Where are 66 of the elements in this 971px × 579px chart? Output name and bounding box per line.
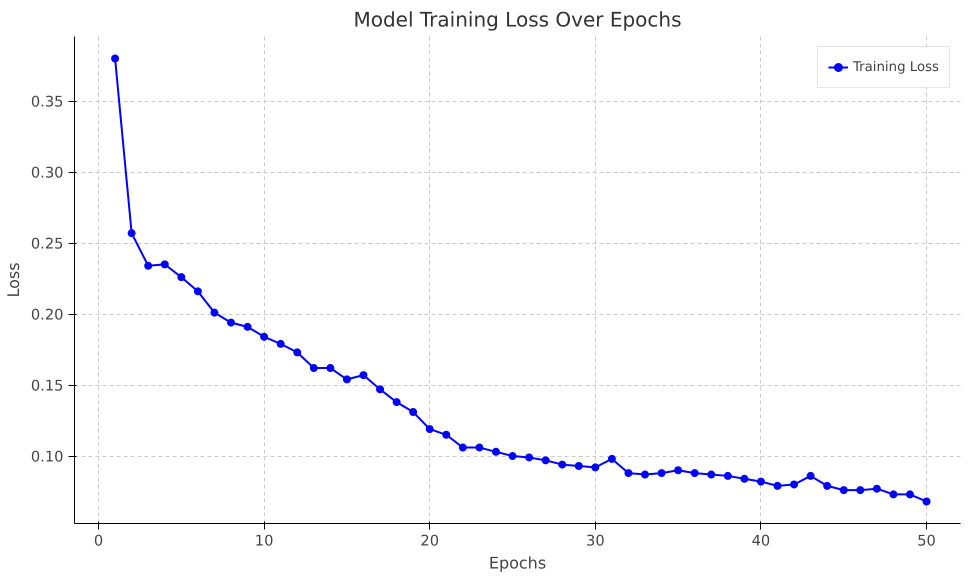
point <box>724 472 732 480</box>
point <box>806 472 815 480</box>
point <box>442 430 450 439</box>
point <box>774 482 782 490</box>
point <box>128 229 136 238</box>
x-tick-label: 40 <box>752 532 770 550</box>
point <box>276 340 285 348</box>
point <box>922 498 931 506</box>
point <box>542 456 550 464</box>
x-axis-title: Epochs <box>488 554 546 572</box>
point <box>674 466 682 474</box>
point <box>756 478 765 486</box>
point <box>177 273 186 282</box>
x-tick-label: 0 <box>94 532 104 550</box>
point <box>558 460 566 469</box>
point <box>574 462 583 470</box>
point <box>508 452 517 460</box>
y-tick-label: 0.15 <box>30 378 64 395</box>
point <box>227 318 235 327</box>
x-tick-label: 10 <box>254 532 274 550</box>
point <box>641 470 650 479</box>
chart-title: Model Training Loss Over Epochs <box>353 8 682 32</box>
point <box>111 54 120 62</box>
point <box>326 364 334 372</box>
point <box>608 454 616 463</box>
point <box>690 469 699 478</box>
point <box>790 480 798 488</box>
y-tick-label: 0.30 <box>30 164 64 182</box>
point <box>823 482 832 490</box>
point <box>591 463 600 472</box>
x-tick-label: 30 <box>586 532 605 550</box>
point <box>906 490 914 498</box>
point <box>293 348 302 356</box>
y-tick-label: 0.25 <box>30 236 64 253</box>
point <box>740 474 748 483</box>
point <box>840 486 848 494</box>
point <box>160 260 169 268</box>
x-tick-label: 50 <box>917 532 936 550</box>
point <box>359 371 368 380</box>
point <box>707 470 716 479</box>
y-axis-title: Loss <box>4 262 23 298</box>
point <box>492 448 500 456</box>
y-tick-label: 0.10 <box>30 448 64 466</box>
point <box>409 408 418 416</box>
point <box>889 490 898 498</box>
point <box>342 375 351 384</box>
point <box>210 308 218 317</box>
point <box>194 287 202 296</box>
point <box>658 469 666 478</box>
point <box>525 453 534 462</box>
x-tick-label: 20 <box>420 532 440 550</box>
point <box>244 322 252 331</box>
point <box>475 444 484 452</box>
y-tick-label: 0.20 <box>30 306 64 324</box>
legend-label: Training Loss <box>852 60 939 74</box>
point <box>392 398 401 406</box>
point <box>310 364 318 372</box>
point <box>376 385 384 394</box>
point <box>426 425 434 434</box>
point <box>260 332 268 341</box>
point <box>458 444 467 452</box>
y-tick-label: 0.35 <box>30 94 64 111</box>
point <box>144 262 152 270</box>
point <box>856 486 864 494</box>
point <box>624 469 632 478</box>
point <box>872 484 881 493</box>
